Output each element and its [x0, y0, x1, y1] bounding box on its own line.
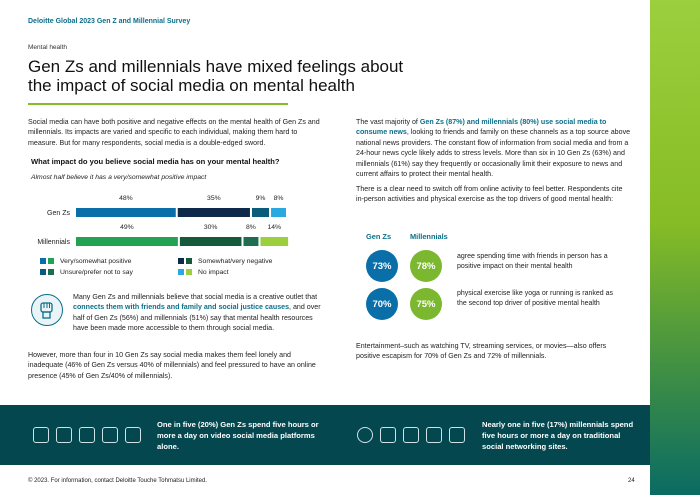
- news-paragraph: The vast majority of Gen Zs (87%) and mi…: [356, 118, 631, 179]
- decorative-side-strip: [650, 0, 700, 495]
- callout-paragraph: Many Gen Zs and millennials believe that…: [73, 293, 321, 333]
- col-header-genz: Gen Zs: [366, 232, 392, 241]
- bar-segment: [251, 208, 270, 217]
- stat-genz-friends: 73%: [366, 250, 398, 282]
- bar-segment: [271, 208, 286, 217]
- page-number: 24: [628, 478, 635, 484]
- intro-paragraph: Social media can have both positive and …: [28, 118, 320, 147]
- stat-text-exercise: physical exercise like yoga or running i…: [457, 290, 614, 307]
- bar-segment: [260, 237, 289, 246]
- value-label: 9%: [256, 195, 266, 202]
- video-icon: [125, 427, 141, 443]
- category-label: Gen Zs: [47, 210, 70, 217]
- stat-millennials-exercise: 75%: [410, 288, 442, 320]
- social-network-icon: [426, 427, 442, 443]
- chart-question: What impact do you believe social media …: [31, 157, 280, 166]
- legend-item-no-impact: No impact: [178, 269, 229, 276]
- banner-millennials-text: Nearly one in five (17%) millennials spe…: [482, 420, 634, 451]
- value-label: 8%: [274, 195, 284, 202]
- section-label: Mental health: [28, 44, 68, 51]
- banner-genz-text: One in five (20%) Gen Zs spend five hour…: [157, 420, 319, 451]
- loneliness-paragraph: However, more than four in 10 Gen Zs say…: [28, 351, 316, 380]
- social-network-icon: [380, 427, 396, 443]
- page-title: Gen Zs and millennials have mixed feelin…: [28, 57, 404, 95]
- legend-item-unsure: Unsure/prefer not to say: [40, 269, 133, 276]
- chart-subtitle: Almost half believe it has a very/somewh…: [31, 174, 207, 181]
- category-label: Millennials: [37, 239, 70, 246]
- stat-text-friends: agree spending time with friends in pers…: [457, 253, 608, 270]
- footer-copyright: © 2023. For information, contact Deloitt…: [28, 478, 207, 484]
- value-label: 30%: [204, 224, 218, 231]
- social-network-icon: [357, 427, 373, 443]
- legend-item-positive: Very/somewhat positive: [40, 258, 131, 265]
- title-underline: [28, 103, 288, 105]
- video-icon: [102, 427, 118, 443]
- bar-segment: [76, 237, 178, 246]
- video-icon: [79, 427, 95, 443]
- social-network-icon: [403, 427, 419, 443]
- raised-fist-icon: [31, 294, 63, 326]
- bar-segment: [76, 208, 176, 217]
- legend-item-negative: Somewhat/very negative: [178, 258, 272, 265]
- chart-svg: Gen Zs 48% 35% 9% 8% Millennials 49% 30% 8% 14%: [37, 195, 289, 246]
- value-label: 35%: [207, 195, 221, 202]
- video-icon: [33, 427, 49, 443]
- video-icon: [56, 427, 72, 443]
- value-label: 8%: [246, 224, 256, 231]
- bar-segment: [179, 237, 242, 246]
- bar-segment: [177, 208, 250, 217]
- value-label: 48%: [119, 195, 133, 202]
- social-network-icon: [449, 427, 465, 443]
- entertainment-paragraph: Entertainment–such as watching TV, strea…: [356, 342, 607, 361]
- col-header-millennials: Millennials: [410, 232, 448, 241]
- social-media-impact-chart: Gen Zs 48% 35% 9% 8% Millennials 49% 30% 8% 14%: [28, 186, 298, 278]
- stat-millennials-friends: 78%: [410, 250, 442, 282]
- bar-segment: [243, 237, 259, 246]
- value-label: 14%: [267, 224, 281, 231]
- stat-genz-exercise: 70%: [366, 288, 398, 320]
- stats-banner: One in five (20%) Gen Zs spend five hour…: [0, 405, 650, 465]
- switch-off-paragraph: There is a clear need to switch off from…: [356, 185, 623, 204]
- survey-title: Deloitte Global 2023 Gen Z and Millennia…: [28, 18, 191, 25]
- value-label: 49%: [120, 224, 134, 231]
